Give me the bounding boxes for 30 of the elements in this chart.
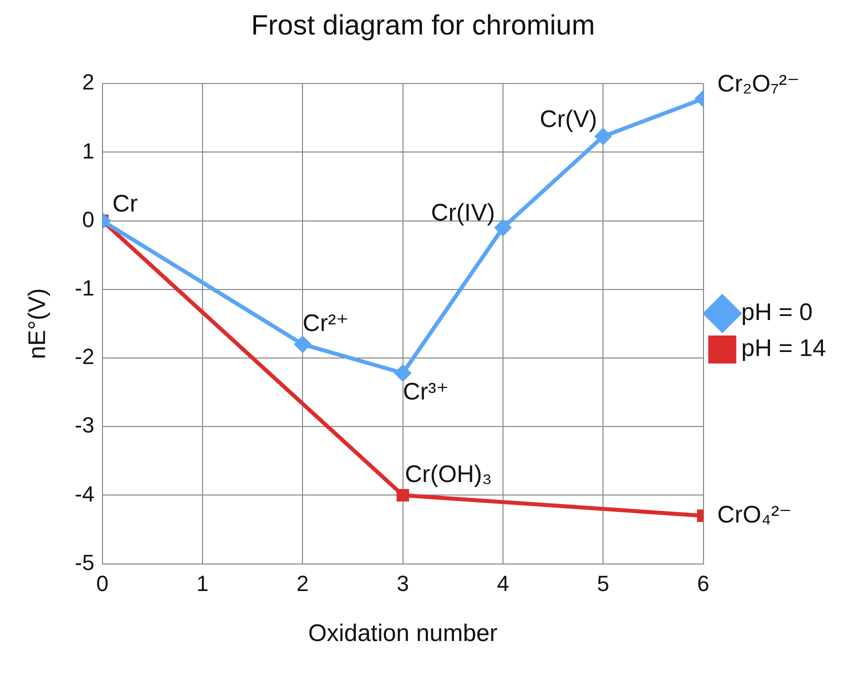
annotation: Cr(IV) [430, 199, 495, 226]
annotation: Cr²⁺ [302, 310, 349, 337]
x-tick-label: 6 [697, 571, 710, 596]
x-tick-label: 4 [496, 571, 510, 596]
y-tick-label: -5 [74, 550, 94, 575]
annotation: Cr³⁺ [402, 378, 449, 406]
y-tick-label: 0 [82, 206, 94, 232]
annotation: Cr [112, 190, 138, 218]
y-tick-label: 1 [82, 138, 94, 164]
annotation: Cr(V) [540, 106, 598, 134]
x-tick-label: 3 [396, 571, 409, 596]
point [394, 365, 411, 382]
x-tick-label: 5 [596, 571, 610, 596]
legend-label: pH = 14 [741, 335, 826, 362]
chart-title: Frost diagram for chromium [251, 10, 595, 41]
y-tick-label: 2 [82, 70, 94, 95]
y-tick-label: -1 [74, 275, 94, 300]
point [494, 220, 511, 236]
x-axis-title: Oxidation number [308, 620, 498, 648]
annotation: Cr(OH)₃ [404, 460, 492, 488]
y-axis-title: nE°(V) [24, 288, 52, 360]
x-tick-label: 1 [196, 571, 209, 596]
y-tick-label: -3 [74, 412, 94, 438]
annotation: CrO₄²⁻ [717, 501, 792, 528]
point [294, 336, 311, 352]
y-tick-label: -4 [74, 481, 94, 506]
x-tick-label: 2 [296, 571, 309, 596]
annotation: Cr₂O₇²⁻ [717, 70, 800, 98]
legend-label: pH = 0 [741, 299, 813, 326]
y-tick-label: -2 [74, 344, 94, 370]
